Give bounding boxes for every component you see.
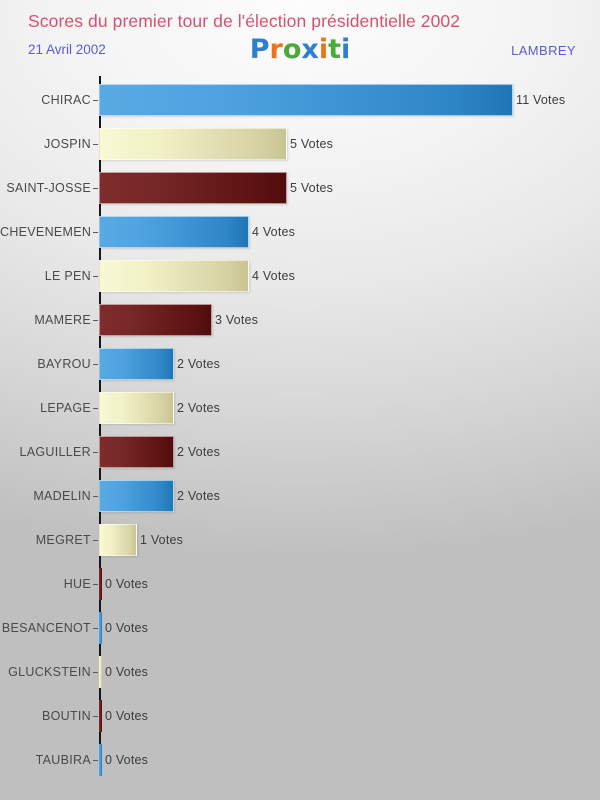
bar-lepage[interactable] <box>99 392 174 424</box>
axis-tick-mark <box>93 276 98 277</box>
bar-category-label: MAMERE <box>34 313 91 327</box>
axis-tick-mark <box>93 188 98 189</box>
bar-row: LE PEN 4 Votes <box>0 254 600 298</box>
bar-category-label: BAYROU <box>37 357 91 371</box>
bar-row: JOSPIN 5 Votes <box>0 122 600 166</box>
bar-category-label: BESANCENOT <box>1 621 91 635</box>
bar-row: LEPAGE 2 Votes <box>0 386 600 430</box>
bar-category-label: JOSPIN <box>44 137 91 151</box>
bar-category-label: CHEVENEMENT <box>0 225 91 239</box>
axis-tick-mark <box>93 364 98 365</box>
plot-area: CHIRAC 11 Votes JOSPIN 5 Votes SAINT-JOSSE 5 … <box>0 76 600 782</box>
bar-value-label: 4 Votes <box>252 269 296 283</box>
bar-megret[interactable] <box>99 524 137 556</box>
bar-row: LAGUILLER 2 Votes <box>0 430 600 474</box>
logo-letter-6: i <box>341 34 351 65</box>
bar-value-label: 0 Votes <box>105 753 149 767</box>
axis-tick-mark <box>93 452 98 453</box>
bar-row: BAYROU 2 Votes <box>0 342 600 386</box>
bar-value-label: 4 Votes <box>252 225 296 239</box>
bar-chirac[interactable] <box>99 84 513 116</box>
bar-chevenement[interactable] <box>99 216 249 248</box>
axis-tick-mark <box>93 716 98 717</box>
bar-category-label: TAUBIRA <box>35 753 91 767</box>
bar-jospin[interactable] <box>99 128 287 160</box>
bars-container: CHIRAC 11 Votes JOSPIN 5 Votes SAINT-JOSSE 5 … <box>0 76 600 782</box>
logo-letter-0: P <box>249 34 270 65</box>
bar-row: HUE 0 Votes <box>0 562 600 606</box>
bar-value-label: 0 Votes <box>105 621 149 635</box>
bar-gluckstein[interactable] <box>99 656 102 688</box>
bar-value-label: 11 Votes <box>516 93 566 107</box>
location-label: LAMBREY <box>511 43 576 58</box>
bar-value-label: 2 Votes <box>177 445 221 459</box>
bar-value-label: 5 Votes <box>290 137 334 151</box>
bar-besancenot[interactable] <box>99 612 102 644</box>
bar-value-label: 3 Votes <box>215 313 259 327</box>
axis-tick-mark <box>93 232 98 233</box>
axis-tick-mark <box>93 540 98 541</box>
bar-row: GLUCKSTEIN 0 Votes <box>0 650 600 694</box>
bar-category-label: CHIRAC <box>41 93 91 107</box>
bar-le-pen[interactable] <box>99 260 249 292</box>
bar-row: MEGRET 1 Votes <box>0 518 600 562</box>
election-date-label: 21 Avril 2002 <box>28 42 106 57</box>
axis-tick-mark <box>93 408 98 409</box>
axis-tick-mark <box>93 672 98 673</box>
bar-mamere[interactable] <box>99 304 212 336</box>
proxiti-logo[interactable]: Proxiti <box>250 36 351 63</box>
chart-header: Scores du premier tour de l'élection pré… <box>0 0 600 76</box>
y-axis-line <box>99 76 101 775</box>
bar-laguiller[interactable] <box>99 436 174 468</box>
bar-row: SAINT-JOSSE 5 Votes <box>0 166 600 210</box>
bar-category-label: LEPAGE <box>40 401 91 415</box>
bar-row: MAMERE 3 Votes <box>0 298 600 342</box>
logo-letter-3: x <box>301 34 319 65</box>
bar-category-label: GLUCKSTEIN <box>8 665 91 679</box>
bar-category-label: BOUTIN <box>41 709 91 723</box>
bar-value-label: 2 Votes <box>177 489 221 503</box>
bar-bayrou[interactable] <box>99 348 174 380</box>
axis-tick-mark <box>93 628 98 629</box>
logo-letter-2: o <box>282 34 302 65</box>
bar-taubira[interactable] <box>99 744 102 776</box>
logo-letter-4: i <box>318 34 329 65</box>
bar-row: BESANCENOT 0 Votes <box>0 606 600 650</box>
bar-category-label: MADELIN <box>33 489 91 503</box>
bar-value-label: 1 Votes <box>140 533 184 547</box>
axis-tick-mark <box>93 496 98 497</box>
bar-category-label: LE PEN <box>44 269 91 283</box>
bar-value-label: 0 Votes <box>105 709 149 723</box>
bar-value-label: 0 Votes <box>105 665 149 679</box>
bar-category-label: MEGRET <box>35 533 91 547</box>
bar-value-label: 2 Votes <box>177 357 221 371</box>
bar-row: TAUBIRA 0 Votes <box>0 738 600 782</box>
bar-boutin[interactable] <box>99 700 102 732</box>
bar-category-label: SAINT-JOSSE <box>6 181 91 195</box>
bar-value-label: 2 Votes <box>177 401 221 415</box>
bar-row: CHIRAC 11 Votes <box>0 78 600 122</box>
bar-value-label: 0 Votes <box>105 577 149 591</box>
bar-category-label: HUE <box>63 577 91 591</box>
bar-category-label: LAGUILLER <box>19 445 91 459</box>
axis-tick-mark <box>93 584 98 585</box>
bar-saint-josse[interactable] <box>99 172 287 204</box>
logo-letter-1: r <box>269 34 283 65</box>
bar-madelin[interactable] <box>99 480 174 512</box>
axis-tick-mark <box>93 320 98 321</box>
bar-row: MADELIN 2 Votes <box>0 474 600 518</box>
bar-hue[interactable] <box>99 568 102 600</box>
bar-value-label: 5 Votes <box>290 181 334 195</box>
axis-tick-mark <box>93 144 98 145</box>
bar-row: CHEVENEMENT 4 Votes <box>0 210 600 254</box>
axis-tick-mark <box>93 760 98 761</box>
page-title: Scores du premier tour de l'élection pré… <box>28 11 461 31</box>
bar-row: BOUTIN 0 Votes <box>0 694 600 738</box>
logo-letter-5: t <box>328 34 342 65</box>
axis-tick-mark <box>93 100 98 101</box>
